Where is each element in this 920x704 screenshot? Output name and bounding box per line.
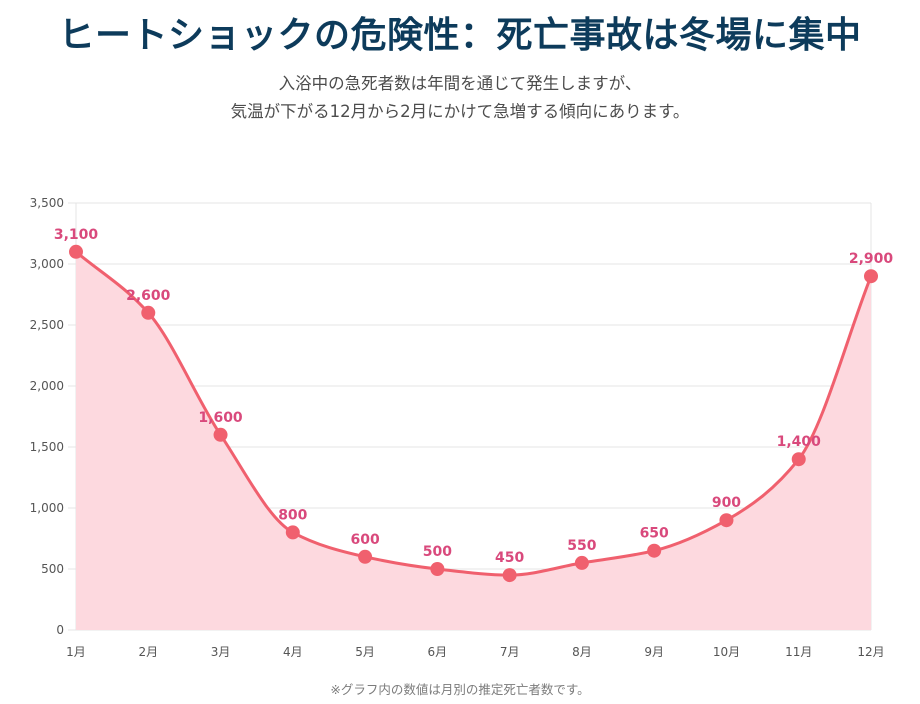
- data-label: 900: [712, 495, 741, 511]
- data-point: [69, 244, 83, 259]
- x-tick-label: 6月: [428, 645, 448, 659]
- y-tick-label: 500: [41, 562, 64, 576]
- data-label: 1,400: [777, 434, 822, 450]
- subtitle-line-2: 気温が下がる12月から2月にかけて急増する傾向にあります。: [230, 102, 690, 121]
- data-point: [358, 549, 373, 564]
- data-label: 500: [423, 544, 452, 560]
- y-tick-label: 0: [56, 623, 64, 637]
- chart-footnote: ※グラフ内の数値は月別の推定死亡者数です。: [330, 682, 590, 697]
- page-title: ヒートショックの危険性：死亡事故は冬場に集中: [58, 15, 862, 56]
- data-label: 2,600: [126, 288, 171, 304]
- series-line: [74, 250, 873, 577]
- data-point: [791, 452, 806, 467]
- data-label: 550: [567, 538, 596, 554]
- y-tick-label: 3,000: [30, 257, 64, 271]
- data-point: [719, 513, 734, 528]
- y-tick-label: 2,000: [30, 379, 64, 393]
- x-tick-label: 3月: [211, 645, 231, 659]
- x-tick-label: 12月: [857, 645, 884, 659]
- data-label: 3,100: [54, 227, 99, 243]
- series-area-fill: [76, 251, 871, 631]
- y-tick-label: 1,500: [30, 440, 64, 454]
- data-point: [502, 568, 517, 583]
- subtitle-line-1: 入浴中の急死者数は年間を通じて発生しますが、: [278, 74, 642, 93]
- x-tick-label: 2月: [138, 645, 158, 659]
- data-label: 450: [495, 550, 524, 566]
- page-subtitle: 入浴中の急死者数は年間を通じて発生しますが、 気温が下がる12月から2月にかけて…: [0, 70, 920, 126]
- y-tick-label: 1,000: [30, 501, 64, 515]
- x-tick-label: 1月: [66, 645, 86, 659]
- x-tick-label: 9月: [644, 645, 664, 659]
- x-tick-label: 4月: [283, 645, 303, 659]
- data-point: [647, 543, 662, 558]
- data-point: [285, 525, 300, 540]
- data-label: 600: [350, 532, 379, 548]
- data-label: 800: [278, 507, 307, 523]
- data-label: 1,600: [198, 410, 243, 426]
- x-tick-label: 5月: [355, 645, 375, 659]
- data-point: [864, 269, 878, 284]
- data-point: [430, 562, 445, 576]
- x-tick-label: 11月: [785, 645, 812, 659]
- data-point: [141, 305, 156, 320]
- x-tick-label: 7月: [500, 645, 520, 659]
- data-point: [574, 555, 589, 570]
- y-tick-label: 2,500: [30, 318, 64, 332]
- x-tick-label: 10月: [713, 645, 740, 659]
- data-point: [213, 427, 228, 442]
- x-tick-label: 8月: [572, 645, 592, 659]
- data-label: 2,900: [849, 251, 894, 267]
- y-tick-label: 3,500: [30, 196, 64, 210]
- data-label: 650: [640, 526, 669, 542]
